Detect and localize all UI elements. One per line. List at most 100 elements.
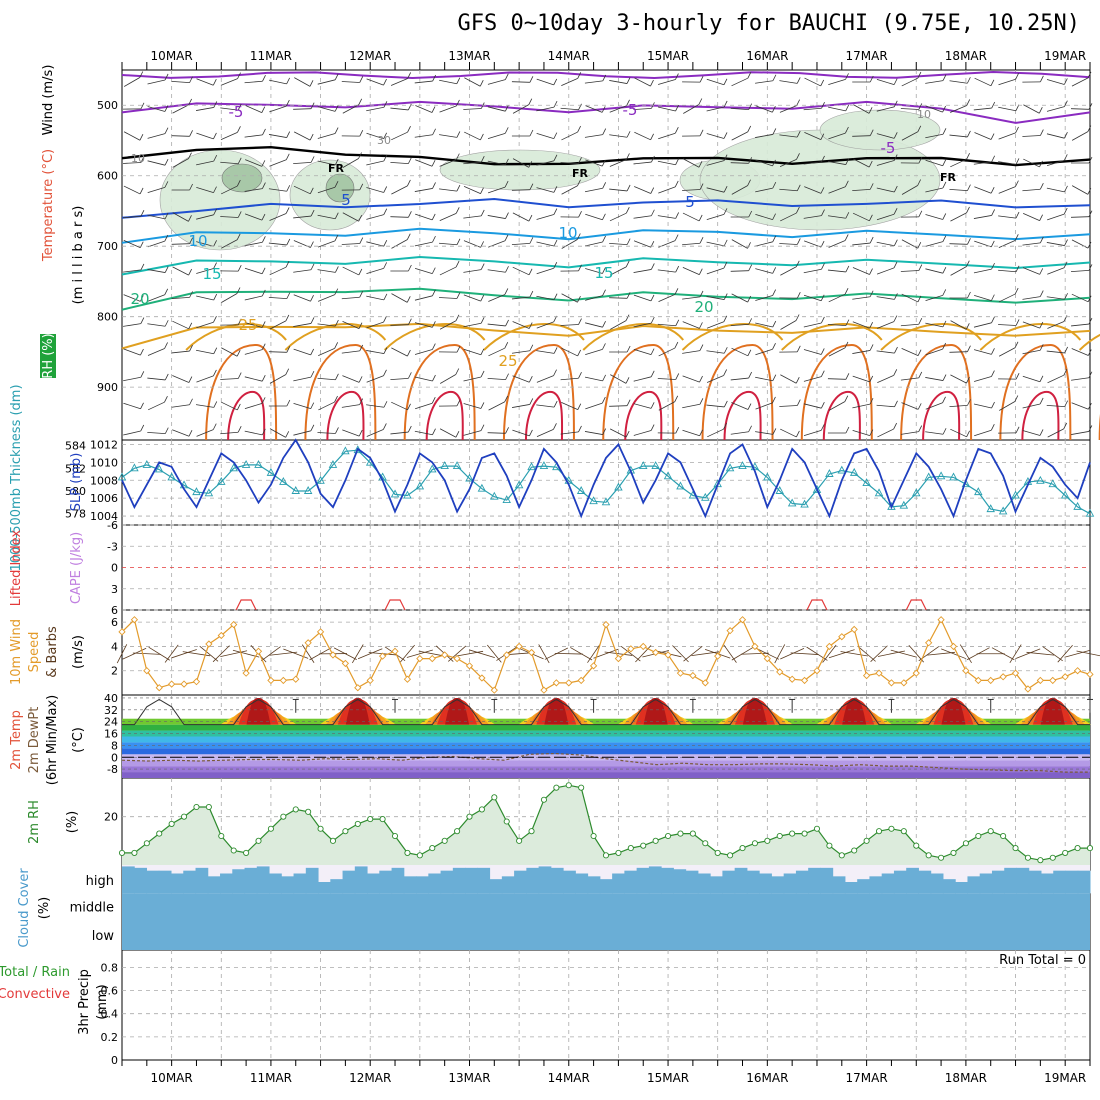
cloud-high-bar — [648, 866, 662, 894]
upper-barb — [877, 321, 895, 329]
upper-barb — [293, 215, 312, 219]
lifted-bump — [905, 599, 927, 611]
upper-barb — [682, 375, 700, 383]
wind10m-point — [875, 669, 883, 677]
upper-barb-flag — [626, 292, 631, 299]
thickness-point — [1036, 475, 1045, 484]
upper-barb-flag — [383, 369, 387, 376]
wind10m-point — [329, 651, 337, 659]
upper-barb-flag — [966, 376, 970, 384]
upper-barb-flag — [383, 78, 387, 86]
upper-barb-flag — [262, 75, 266, 82]
upper-barb — [171, 350, 190, 354]
upper-barb — [293, 430, 311, 436]
wind10m-point — [962, 667, 970, 675]
upper-barb — [220, 107, 239, 111]
upper-barb-flag — [796, 206, 800, 214]
upper-barb — [706, 375, 724, 383]
cloud-high-bar — [354, 866, 368, 894]
upper-barb-flag — [188, 152, 192, 159]
upper-barb-flag — [261, 213, 266, 221]
rh2m-point — [565, 782, 572, 789]
rh2m-panel: 20 — [104, 782, 1094, 865]
upper-barb-flag — [334, 342, 339, 349]
wind10m-point — [242, 669, 250, 677]
wind10m-point — [168, 680, 176, 688]
wind-tick-2: 2 — [111, 665, 118, 678]
rh-legend-swatch — [40, 334, 56, 378]
upper-barb — [609, 80, 628, 84]
wind10m-point — [937, 616, 945, 624]
upper-barb-flag — [432, 182, 436, 189]
upper-barb — [682, 266, 700, 276]
upper-barb-flag — [480, 263, 485, 270]
upper-barb-flag — [820, 187, 825, 194]
upper-barb — [488, 347, 505, 357]
contour-label-FR: FR — [572, 167, 589, 180]
wind10m-point — [614, 654, 623, 663]
wind10m-point — [490, 686, 498, 694]
upper-barb-flag — [140, 263, 145, 271]
upper-barb — [196, 429, 214, 437]
temp-band — [122, 772, 1090, 778]
upper-barb-flag — [213, 262, 217, 269]
label-rh2m: 2m RH — [27, 800, 42, 844]
upper-barb — [536, 350, 555, 354]
upper-barb — [925, 322, 944, 328]
upper-barb-flag — [1064, 185, 1068, 193]
upper-barb-flag — [188, 376, 193, 383]
cloud-high-bar — [881, 873, 895, 894]
upper-barb-flag — [285, 314, 290, 322]
precip-tick-0.6: 0.6 — [101, 985, 119, 998]
upper-barb-flag — [576, 233, 581, 240]
upper-barb — [196, 132, 214, 140]
upper-barb — [196, 321, 214, 329]
upper-barb — [1047, 321, 1065, 329]
upper-barb — [171, 135, 190, 137]
wind10m-point — [205, 640, 213, 648]
upper-barb-flag — [699, 290, 704, 298]
label-cape: CAPE (J/kg) — [69, 532, 84, 604]
rh2m-point — [950, 849, 957, 856]
upper-barb — [949, 134, 968, 138]
upper-barb — [1046, 159, 1065, 167]
upper-barb — [487, 132, 506, 140]
upper-barb — [415, 159, 433, 167]
rh2m-point — [801, 830, 808, 837]
upper-barb-flag — [1038, 107, 1043, 114]
rh2m-point — [826, 842, 833, 849]
wind10m-point — [366, 676, 374, 685]
upper-barb — [973, 107, 992, 111]
upper-barb-flag — [432, 74, 437, 82]
upper-barb — [464, 77, 481, 87]
upper-barb — [1046, 350, 1065, 354]
upper-barb-flag — [869, 344, 874, 351]
upper-barb — [803, 215, 822, 219]
upper-barb-flag — [1087, 125, 1092, 132]
upper-barb-flag — [188, 322, 193, 329]
upper-barb-flag — [650, 294, 655, 302]
upper-barb — [998, 347, 1016, 357]
upper-barb-flag — [1063, 261, 1068, 268]
pressure-tick-500: 500 — [97, 99, 118, 112]
upper-barb — [366, 241, 384, 247]
upper-barb-flag — [1063, 154, 1068, 161]
upper-barb — [536, 241, 555, 247]
upper-barb — [950, 320, 967, 330]
upper-barb — [998, 293, 1016, 303]
upper-barb — [463, 294, 481, 302]
upper-barb-flag — [334, 234, 339, 242]
upper-barb-flag — [796, 130, 801, 138]
heat-loop-red — [822, 390, 861, 441]
rh2m-point — [391, 832, 399, 840]
cloud-high-bar — [599, 879, 613, 894]
upper-barb-flag — [772, 159, 776, 167]
cloud-high-bar — [428, 873, 442, 894]
cloud-high-bar — [1016, 867, 1030, 894]
rh2m-point — [677, 830, 684, 837]
upper-barb-flag — [821, 263, 825, 270]
upper-barb — [827, 378, 846, 380]
cloud-high-bar — [661, 867, 674, 894]
upper-barb-flag — [236, 350, 241, 357]
upper-barb-flag — [1088, 425, 1093, 432]
